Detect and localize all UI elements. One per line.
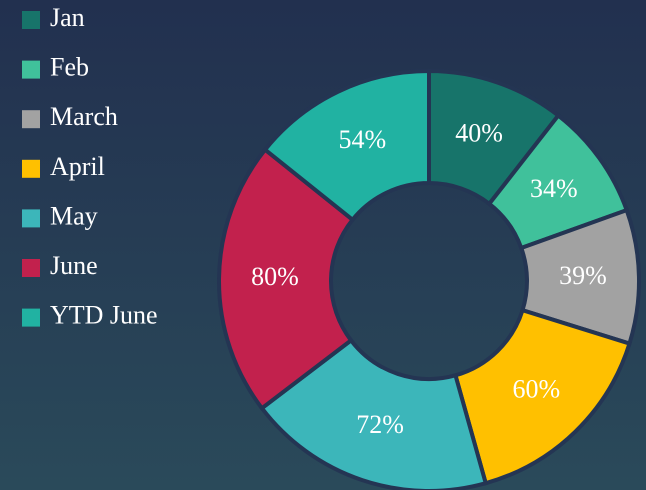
legend-swatch — [22, 308, 40, 327]
legend-label: Jan — [50, 3, 85, 32]
legend-swatch — [22, 11, 40, 29]
data-label: 54% — [339, 125, 387, 154]
data-label: 80% — [251, 262, 299, 291]
slice — [453, 307, 632, 486]
legend-label: May — [50, 201, 98, 230]
data-label: 40% — [455, 118, 503, 147]
legend-swatch — [22, 60, 40, 79]
data-label: 39% — [559, 261, 607, 290]
data-label: 34% — [530, 174, 578, 203]
legend-label: Feb — [50, 53, 89, 82]
slice — [262, 68, 431, 223]
slice — [259, 337, 489, 490]
legend-swatch — [22, 110, 40, 129]
legend-label: YTD June — [50, 301, 158, 330]
legend-swatch — [22, 209, 40, 228]
legend-label: April — [50, 152, 105, 181]
legend-label: March — [50, 102, 118, 131]
data-label: 72% — [356, 410, 404, 439]
legend-label: June — [50, 251, 98, 280]
data-label: 60% — [512, 374, 560, 403]
slice — [217, 146, 356, 412]
legend-swatch — [22, 259, 40, 277]
legend-swatch — [22, 159, 40, 178]
